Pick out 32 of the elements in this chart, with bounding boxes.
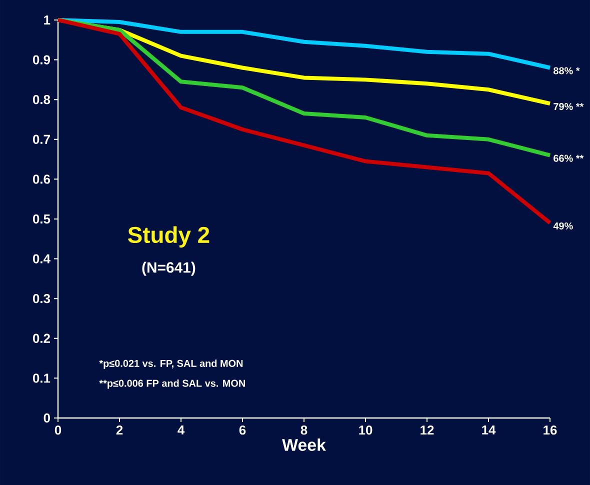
line-series [56, 18, 552, 70]
x-tick-label: 2 [116, 426, 123, 435]
y-tick-label: 0 [44, 413, 50, 423]
y-tick-label: 1 [44, 16, 50, 24]
y-tick-label: 0.7 [33, 134, 50, 144]
x-tick-label: 0 [54, 426, 62, 435]
line-series [56, 18, 552, 225]
x-tick-label: 6 [239, 426, 246, 435]
y-tick-label: 0.4 [33, 254, 50, 264]
y-tick-label: 0.8 [33, 94, 50, 104]
annotation: *p≤0.021 vs. FP, SAL and MON [99, 360, 243, 369]
y-tick-label: 0.1 [33, 374, 50, 383]
text: 88% * [554, 67, 580, 74]
y-tick-label: 0.2 [33, 334, 50, 343]
x-axis-title: Week [282, 438, 326, 451]
x-tick-label: 8 [300, 426, 308, 435]
x-tick-label: 14 [482, 426, 496, 434]
annotation: **p≤0.006 FP and SAL vs. MON [99, 380, 245, 389]
y-tick-label: 0.9 [33, 55, 50, 64]
text: 66% ** [554, 154, 584, 162]
x-tick-label: 10 [359, 426, 372, 435]
line-series [56, 18, 552, 158]
text: 49% [553, 222, 573, 230]
y-tick-label: 0.5 [33, 214, 50, 224]
text: 79% ** [554, 103, 584, 110]
x-tick-label: 12 [420, 426, 434, 435]
y-tick-label: 0.6 [33, 174, 50, 184]
y-tick-label: 0.3 [33, 294, 50, 304]
x-tick-label: 4 [178, 426, 185, 434]
x-tick-label: 16 [544, 426, 557, 435]
annotation: Study 2 [128, 226, 210, 248]
annotation: (N=641) [142, 262, 196, 276]
